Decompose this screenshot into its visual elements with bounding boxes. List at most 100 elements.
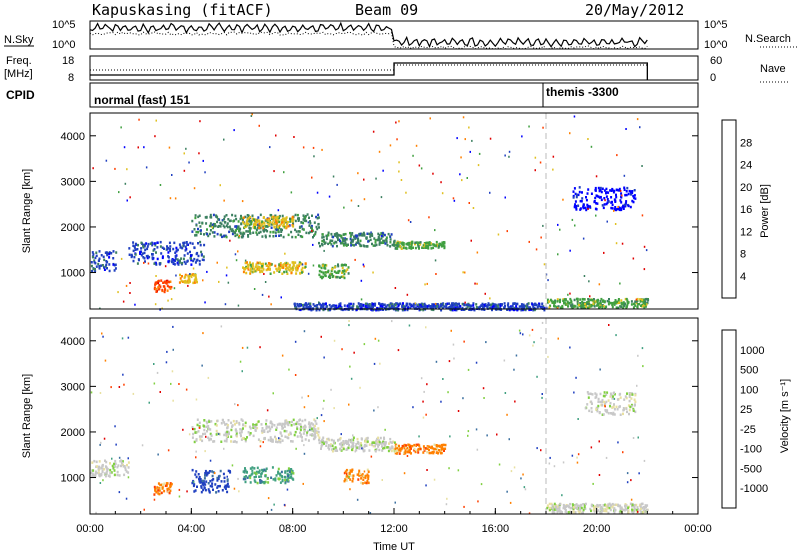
echo-cell xyxy=(582,298,585,301)
echo-cell xyxy=(498,463,501,466)
echo-cell xyxy=(319,244,321,248)
echo-cell xyxy=(215,424,218,427)
echo-cell xyxy=(519,332,522,335)
echo-cell xyxy=(350,377,353,380)
echo-cell xyxy=(439,450,442,454)
echo-cell xyxy=(551,506,554,510)
echo-cell xyxy=(320,305,323,309)
echo-cell xyxy=(307,422,310,426)
echo-cell xyxy=(605,202,608,206)
echo-cell xyxy=(242,266,244,269)
echo-cell xyxy=(628,189,631,193)
echo-cell xyxy=(223,225,226,229)
echo-cell xyxy=(223,234,226,238)
echo-cell xyxy=(464,138,466,141)
echo-cell xyxy=(506,304,509,307)
echo-cell xyxy=(569,304,572,307)
echo-cell xyxy=(585,305,588,308)
echo-cell xyxy=(267,266,270,269)
echo-cell xyxy=(94,256,97,260)
echo-cell xyxy=(298,419,301,422)
echo-cell xyxy=(245,475,247,478)
echo-cell xyxy=(337,263,339,266)
echo-cell xyxy=(247,431,250,434)
echo-cell xyxy=(263,430,266,433)
echo-cell xyxy=(91,475,94,478)
echo-cell xyxy=(426,450,429,454)
echo-cell xyxy=(599,186,602,190)
echo-cell xyxy=(290,470,293,474)
echo-cell xyxy=(164,484,167,487)
echo-cell xyxy=(585,302,588,306)
echo-cell xyxy=(196,251,199,255)
echo-cell xyxy=(276,440,279,444)
echo-cell xyxy=(619,305,622,308)
echo-cell xyxy=(357,478,360,481)
echo-cell xyxy=(189,257,192,260)
echo-cell xyxy=(370,232,373,236)
echo-cell xyxy=(210,438,212,441)
echo-cell xyxy=(286,262,289,265)
echo-cell xyxy=(270,438,273,441)
echo-cell xyxy=(368,305,371,308)
echo-cell xyxy=(489,297,491,300)
echo-cell xyxy=(286,488,289,491)
echo-cell xyxy=(597,195,600,198)
echo-cell xyxy=(623,203,626,207)
echo-cell xyxy=(270,508,273,511)
echo-cell xyxy=(106,467,109,471)
echo-cell xyxy=(608,298,610,301)
echo-cell xyxy=(331,448,334,451)
echo-cell xyxy=(260,266,263,269)
echo-cell xyxy=(372,303,375,306)
echo-cell xyxy=(262,441,264,444)
echo-cell xyxy=(248,433,251,437)
echo-cell xyxy=(288,265,291,269)
echo-cell xyxy=(271,216,274,219)
echo-cell xyxy=(404,445,407,449)
echo-cell xyxy=(101,464,104,467)
echo-cell xyxy=(253,224,255,227)
echo-cell xyxy=(290,472,293,475)
echo-cell xyxy=(273,424,276,427)
echo-cell xyxy=(424,304,427,307)
echo-cell xyxy=(209,229,212,232)
echo-cell xyxy=(300,225,303,228)
echo-cell xyxy=(225,274,228,277)
echo-cell xyxy=(255,223,258,226)
echo-cell xyxy=(197,231,199,234)
echo-cell xyxy=(475,303,478,306)
echo-cell xyxy=(194,234,197,237)
echo-cell xyxy=(378,243,381,246)
echo-cell xyxy=(248,227,251,230)
echo-cell xyxy=(301,271,303,274)
echo-cell xyxy=(580,306,583,310)
echo-cell xyxy=(627,301,629,305)
echo-cell xyxy=(342,275,345,278)
echo-cell xyxy=(157,279,160,283)
echo-cell xyxy=(155,290,158,293)
echo-cell xyxy=(371,234,374,237)
echo-cell xyxy=(451,308,454,312)
echo-cell xyxy=(381,231,384,235)
echo-cell xyxy=(489,306,492,309)
echo-cell xyxy=(90,471,93,475)
echo-cell xyxy=(284,252,286,255)
echo-cell xyxy=(557,253,559,256)
echo-cell xyxy=(381,445,383,448)
echo-cell xyxy=(532,344,534,347)
echo-cell xyxy=(320,266,323,270)
echo-cell xyxy=(553,508,556,511)
echo-cell xyxy=(225,214,228,217)
echo-cell xyxy=(171,258,174,262)
echo-cell xyxy=(362,448,365,451)
echo-cell xyxy=(605,409,607,413)
echo-cell xyxy=(442,447,445,451)
echo-cell xyxy=(318,241,320,245)
echo-cell xyxy=(446,497,448,500)
echo-cell xyxy=(633,398,636,401)
echo-cell xyxy=(504,196,506,199)
echo-cell xyxy=(95,511,97,514)
echo-cell xyxy=(518,329,521,332)
echo-cell xyxy=(589,392,592,395)
